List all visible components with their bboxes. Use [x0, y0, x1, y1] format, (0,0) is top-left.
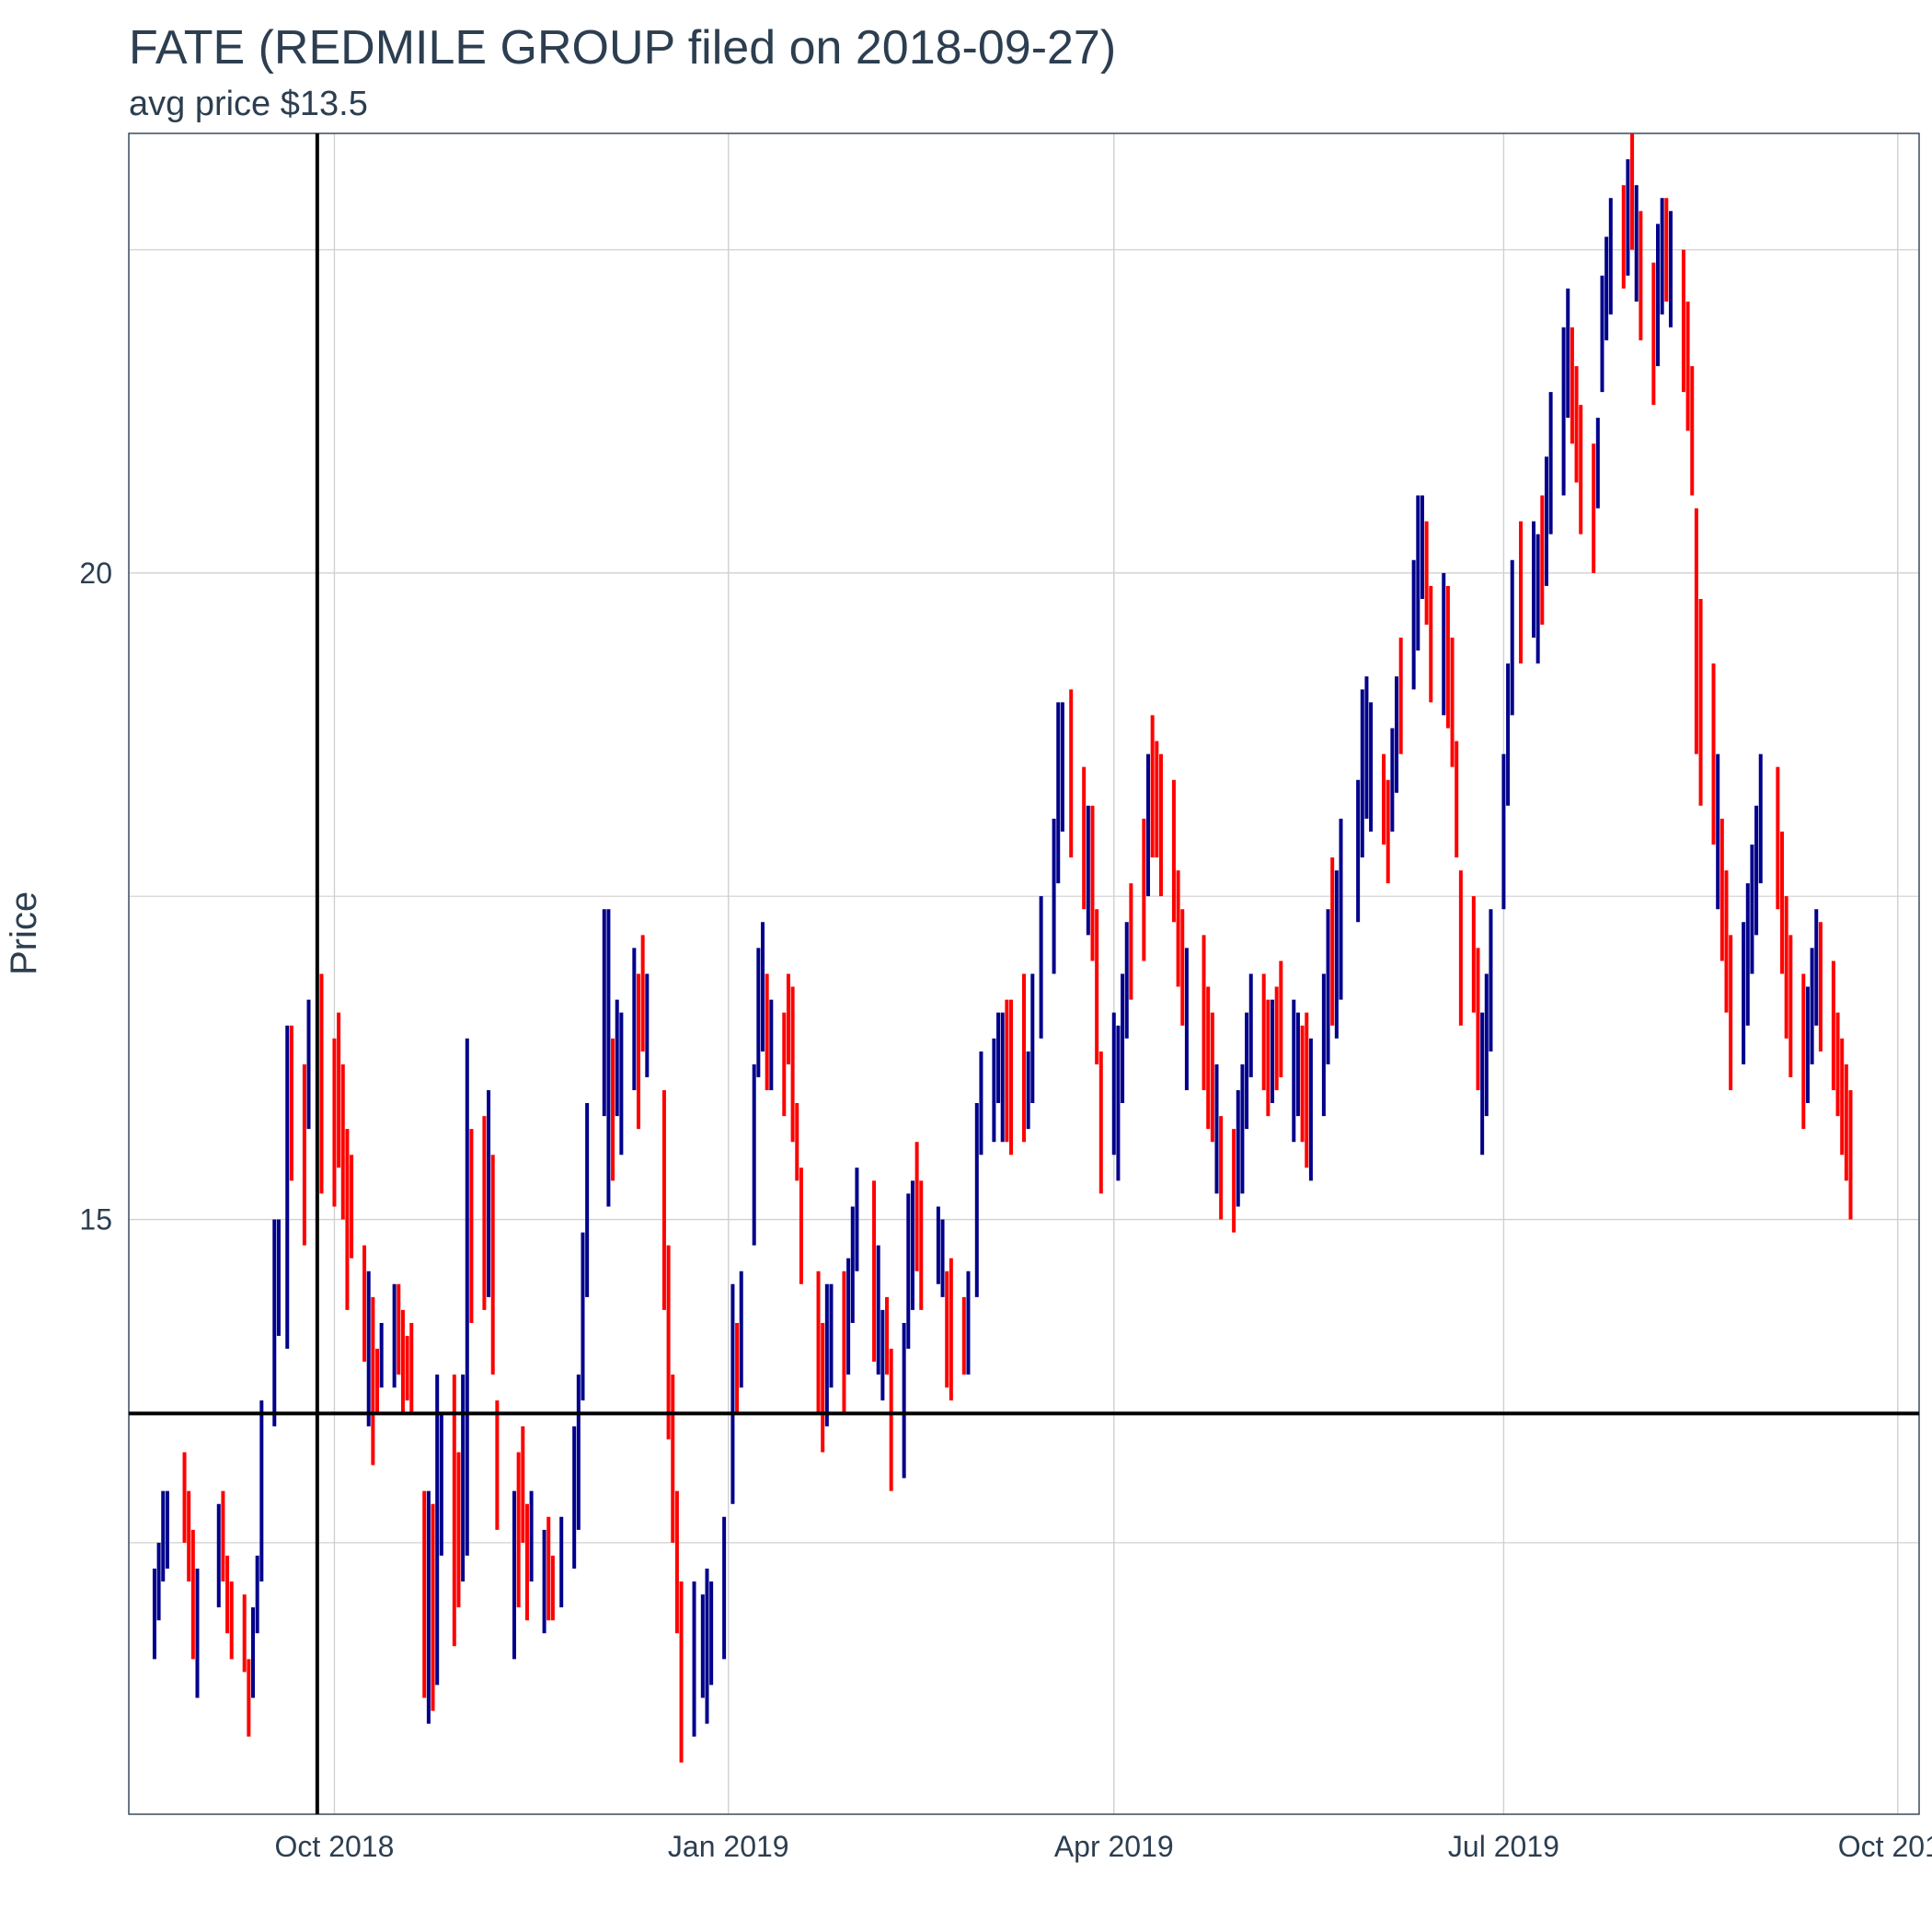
x-tick-label: Jan 2019 — [668, 1830, 789, 1863]
x-tick-label: Apr 2019 — [1054, 1830, 1174, 1863]
y-tick-label: 20 — [79, 557, 112, 590]
x-tick-label: Oct 2018 — [275, 1830, 395, 1863]
chart-title: FATE (REDMILE GROUP filed on 2018-09-27) — [129, 21, 1117, 75]
x-tick-label: Oct 2019 — [1838, 1830, 1932, 1863]
x-tick-label: Jul 2019 — [1448, 1830, 1559, 1863]
panel-border — [128, 132, 1920, 1815]
y-tick-label: 15 — [79, 1203, 112, 1236]
chart-subtitle: avg price $13.5 — [129, 85, 368, 123]
